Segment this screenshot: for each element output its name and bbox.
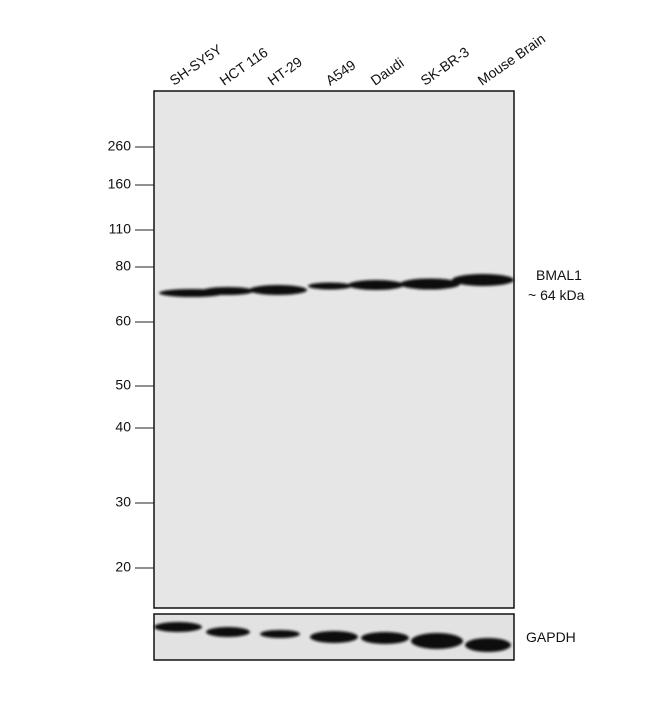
marker-label: 50: [115, 377, 131, 393]
lane-label: SK-BR-3: [418, 44, 473, 89]
marker-label: 80: [115, 258, 131, 274]
band: [206, 627, 250, 637]
loading-control-label: GAPDH: [526, 629, 576, 645]
lane-label: Mouse Brain: [475, 30, 549, 88]
target-bands: [159, 274, 514, 297]
lane-label: SH-SY5Y: [167, 41, 226, 89]
marker-label: 160: [108, 176, 132, 192]
band: [310, 631, 358, 643]
marker-label: 260: [108, 138, 132, 154]
band: [202, 287, 254, 295]
target-name: BMAL1: [536, 267, 582, 283]
band: [348, 280, 404, 290]
band: [361, 632, 409, 644]
gapdh-bands: [154, 622, 511, 652]
band: [308, 282, 352, 290]
marker-label: 20: [115, 559, 131, 575]
band: [400, 278, 460, 290]
marker-ladder: 260 160 110 80 60 50 40 30 20: [108, 138, 154, 575]
lane-label: Daudi: [368, 54, 407, 88]
blot-panel: [153, 90, 515, 609]
band: [249, 285, 307, 295]
band: [452, 274, 514, 286]
lane-label: HT-29: [265, 53, 306, 88]
band: [411, 633, 463, 649]
target-size: ~ 64 kDa: [528, 287, 585, 303]
lane-label: A549: [323, 56, 359, 88]
band: [260, 630, 300, 638]
marker-label: 40: [115, 419, 131, 435]
marker-label: 30: [115, 494, 131, 510]
marker-label: 60: [115, 313, 131, 329]
band: [465, 638, 511, 652]
band: [154, 622, 202, 632]
lane-label: HCT 116: [217, 44, 271, 89]
marker-label: 110: [109, 221, 132, 237]
